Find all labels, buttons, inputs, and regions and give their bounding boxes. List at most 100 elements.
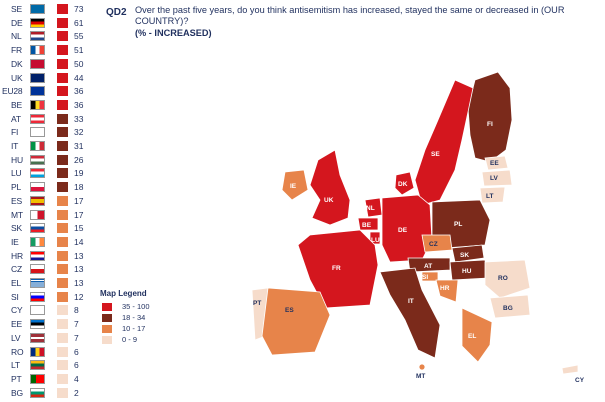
value-swatch	[57, 209, 68, 220]
country-code: LT	[11, 360, 20, 371]
map-region-bg	[489, 294, 531, 319]
map-label-cy: CY	[575, 377, 585, 384]
country-code: PL	[11, 182, 21, 193]
value-swatch	[57, 141, 68, 151]
country-code: EU28	[2, 86, 23, 97]
country-value: 4	[74, 373, 79, 384]
country-code: LU	[11, 168, 22, 179]
country-code: LV	[11, 332, 21, 343]
value-swatch	[57, 72, 68, 83]
country-flag-icon	[30, 17, 45, 28]
country-flag-icon	[30, 291, 45, 302]
value-swatch	[57, 99, 68, 110]
map-region-dk	[394, 171, 415, 196]
country-flag-icon	[30, 236, 45, 247]
country-code: BE	[11, 99, 22, 110]
country-flag-icon	[30, 387, 45, 398]
map-label-ee: EE	[490, 160, 499, 167]
country-flag-icon	[30, 209, 45, 220]
country-flag-icon	[30, 195, 45, 206]
map-region-uk	[309, 149, 351, 226]
country-flag-icon	[30, 86, 45, 97]
country-flag-icon	[30, 250, 45, 261]
country-value: 8	[74, 305, 79, 316]
country-row: LT 6	[0, 359, 96, 372]
country-value: 15	[74, 223, 84, 234]
europe-map: FI SE EE LV LT DK IE UK NL BE LU DE PL C…	[251, 71, 585, 384]
country-code: FI	[11, 127, 19, 138]
country-flag-icon	[30, 346, 45, 357]
country-code: EE	[11, 319, 22, 330]
value-swatch	[57, 17, 68, 28]
country-flag-icon	[30, 31, 45, 42]
country-code: SE	[11, 4, 22, 14]
country-value: 55	[74, 31, 84, 42]
country-code: EL	[11, 278, 21, 288]
value-swatch	[57, 45, 68, 56]
legend-swatch	[102, 314, 112, 322]
country-row: RO 6	[0, 346, 96, 359]
country-value: 73	[74, 4, 84, 14]
map-label-nl: NL	[366, 205, 375, 212]
map-label-sk: SK	[460, 252, 469, 259]
country-value: 14	[74, 236, 84, 247]
map-label-lt: LT	[486, 193, 493, 200]
map-region-lv	[481, 169, 513, 187]
country-row: UK 44	[0, 72, 96, 85]
map-label-bg: BG	[503, 305, 513, 312]
legend-item: 10 - 17	[102, 324, 202, 335]
value-swatch	[57, 236, 68, 247]
map-label-hr: HR	[440, 285, 450, 292]
country-flag-icon	[30, 127, 45, 138]
country-value: 18	[74, 182, 84, 193]
value-swatch	[57, 58, 68, 69]
country-code: DK	[11, 58, 23, 69]
country-value: 31	[74, 141, 84, 151]
country-row: EL 13	[0, 277, 96, 290]
country-row: PT 4	[0, 373, 96, 386]
map-label-pl: PL	[454, 221, 462, 228]
country-code: BG	[11, 387, 23, 398]
country-value: 36	[74, 86, 84, 97]
question-text: Over the past five years, do you think a…	[135, 5, 565, 26]
map-label-de: DE	[398, 227, 408, 234]
map-label-mt: MT	[416, 373, 425, 380]
value-swatch	[57, 278, 68, 288]
country-flag-icon	[30, 4, 45, 14]
country-row: FI 32	[0, 126, 96, 139]
country-row: EE 7	[0, 318, 96, 331]
country-flag-icon	[30, 264, 45, 275]
country-value: 44	[74, 72, 84, 83]
country-row: SI 12	[0, 291, 96, 304]
map-label-lv: LV	[490, 175, 498, 182]
map-label-hu: HU	[462, 268, 472, 275]
legend-swatch	[102, 303, 112, 311]
country-row: MT 17	[0, 209, 96, 222]
country-value: 6	[74, 360, 79, 371]
country-flag-icon	[30, 332, 45, 343]
map-region-fr	[297, 229, 379, 309]
map-label-el: EL	[468, 333, 476, 340]
country-code: IE	[11, 236, 19, 247]
country-code: FR	[11, 45, 22, 56]
country-row: DE 61	[0, 17, 96, 30]
country-value: 17	[74, 195, 84, 206]
country-flag-icon	[30, 72, 45, 83]
country-value: 33	[74, 113, 84, 124]
country-value: 61	[74, 17, 84, 28]
map-label-at: AT	[424, 263, 432, 270]
value-swatch	[57, 113, 68, 124]
map-label-dk: DK	[398, 181, 408, 188]
value-swatch	[57, 250, 68, 261]
value-swatch	[57, 360, 68, 371]
country-value: 13	[74, 278, 84, 288]
country-row: SE 73	[0, 3, 96, 16]
country-code: NL	[11, 31, 22, 42]
country-row: LU 19	[0, 167, 96, 180]
value-swatch	[57, 223, 68, 234]
country-flag-icon	[30, 99, 45, 110]
country-row: ES 17	[0, 195, 96, 208]
map-label-se: SE	[431, 151, 440, 158]
legend-swatch	[102, 325, 112, 333]
country-row: AT 33	[0, 113, 96, 126]
